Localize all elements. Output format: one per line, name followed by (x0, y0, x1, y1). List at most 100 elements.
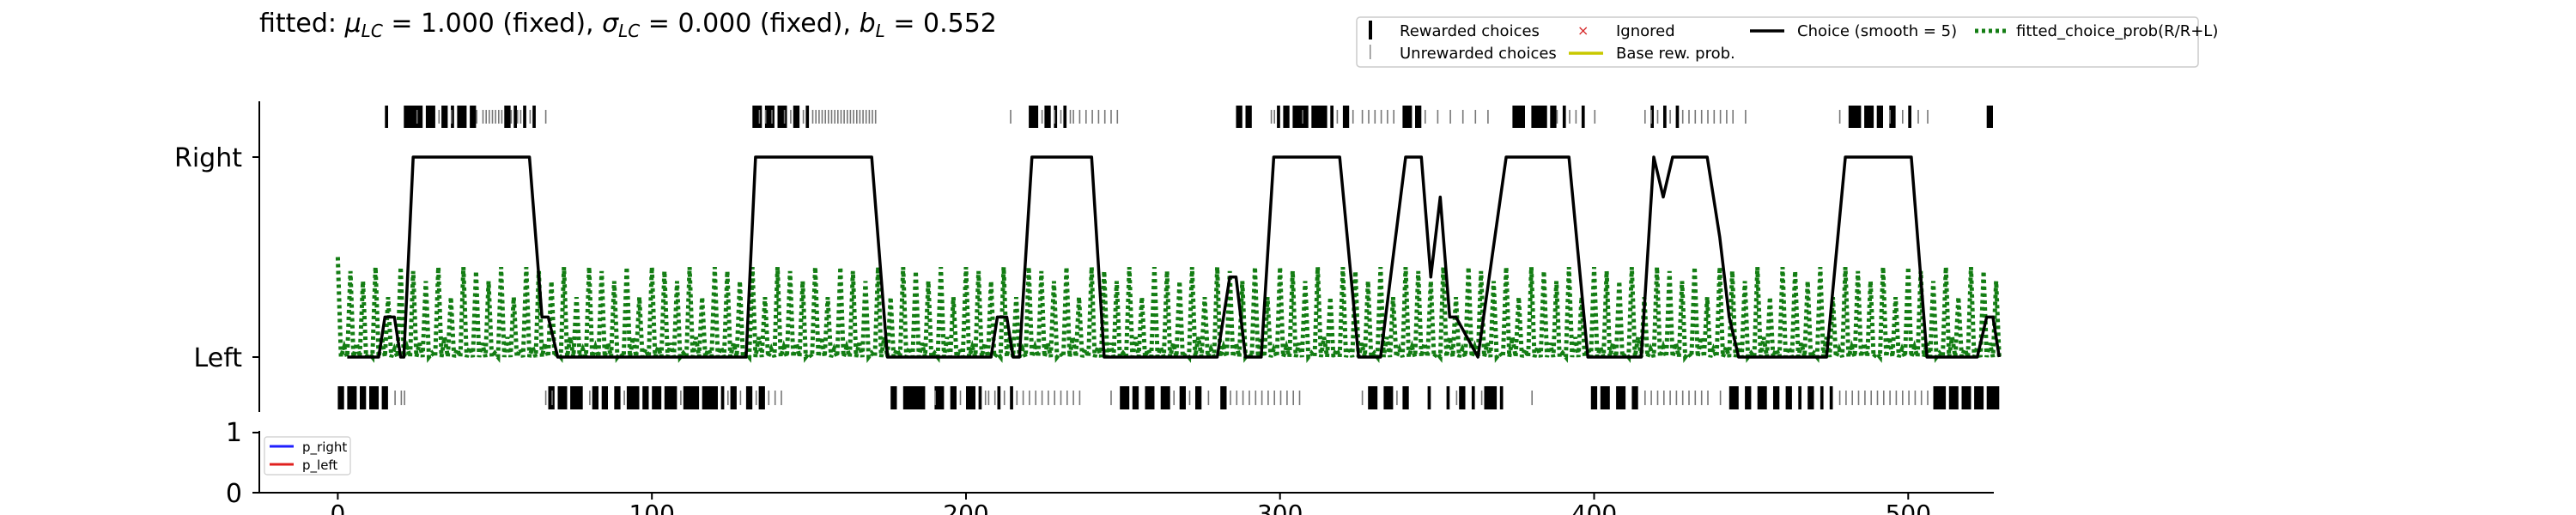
rewarded-left-tick (902, 386, 926, 409)
rewarded-left-tick (1948, 386, 1959, 409)
rewarded-right-tick (457, 106, 467, 128)
unrewarded-left-tick (1455, 391, 1458, 405)
unrewarded-left-tick (1022, 391, 1024, 405)
unrewarded-left-tick (1920, 391, 1923, 405)
rewarded-right-tick (1531, 106, 1547, 128)
unrewarded-right-tick (416, 110, 418, 124)
rewarded-right-tick (441, 106, 448, 128)
unrewarded-left-tick (781, 391, 782, 405)
unrewarded-left-tick (680, 391, 682, 405)
rewarded-left-tick (1179, 386, 1186, 409)
unrewarded-right-tick (1700, 110, 1703, 124)
unrewarded-left-tick (768, 391, 770, 405)
unrewarded-right-tick (1688, 110, 1690, 124)
rewarded-right-tick (1283, 106, 1290, 128)
unrewarded-right-tick (849, 110, 852, 124)
rewarded-right-tick (425, 106, 435, 128)
unrewarded-left-tick (1207, 391, 1210, 405)
rewarded-left-tick (730, 386, 737, 409)
unrewarded-right-tick (1707, 110, 1709, 124)
raster-right-choices (385, 106, 1993, 128)
unrewarded-left-tick (1066, 391, 1068, 405)
rewarded-right-tick (1876, 106, 1883, 128)
rewarded-left-tick (1631, 386, 1638, 409)
legend-p-right-label: p_right (302, 439, 347, 456)
rewarded-left-tick (601, 386, 608, 409)
rewarded-left-tick (1120, 386, 1130, 409)
unrewarded-left-tick (1173, 391, 1175, 405)
fitted-prob-line (335, 257, 2002, 364)
rewarded-right-tick (1663, 106, 1667, 128)
rewarded-left-tick (1773, 386, 1780, 409)
unrewarded-right-tick (865, 110, 867, 124)
legend-ignored-marker: × (1577, 22, 1589, 39)
unrewarded-left-tick (1480, 391, 1483, 405)
rewarded-right-tick (385, 106, 388, 128)
ytick-right-label: Right (174, 143, 242, 173)
rewarded-left-tick (1785, 386, 1792, 409)
legend-rewarded-marker (1369, 21, 1372, 39)
rewarded-right-tick (1650, 106, 1654, 128)
rewarded-right-tick (1581, 106, 1585, 128)
rewarded-right-tick (404, 106, 423, 128)
x-axis-ticks: 0 100 200 300 400 500 (330, 493, 1931, 515)
rewarded-left-tick (337, 386, 344, 409)
unrewarded-left-tick (1286, 391, 1288, 405)
legend-unrewarded-label: Unrewarded choices (1400, 45, 1557, 63)
unrewarded-left-tick (1298, 391, 1301, 405)
unrewarded-right-tick (1270, 110, 1273, 124)
rewarded-left-tick (1383, 386, 1394, 409)
unrewarded-left-tick (959, 391, 962, 405)
unrewarded-right-tick (495, 110, 496, 124)
rewarded-left-tick (978, 386, 982, 409)
legend-fitted-label: fitted_choice_prob(R/R+L) (2016, 22, 2218, 40)
unrewarded-left-tick (1255, 391, 1257, 405)
rewarded-left-tick (1820, 386, 1824, 409)
unrewarded-right-tick (510, 110, 513, 124)
unrewarded-left-tick (1908, 391, 1910, 405)
unrewarded-right-tick (828, 110, 829, 124)
unrewarded-right-tick (1719, 110, 1722, 124)
unrewarded-left-tick (1838, 391, 1841, 405)
x-tick-label: 300 (1257, 500, 1303, 515)
unrewarded-left-tick (623, 391, 625, 405)
unrewarded-right-tick (1072, 110, 1074, 124)
unrewarded-right-tick (853, 110, 854, 124)
unrewarded-left-tick (1681, 391, 1684, 405)
unrewarded-right-tick (1732, 110, 1734, 124)
rewarded-right-tick (1342, 106, 1350, 128)
unrewarded-right-tick (489, 110, 490, 124)
unrewarded-right-tick (758, 110, 761, 124)
unrewarded-right-tick (451, 110, 453, 124)
rewarded-left-tick (1798, 386, 1801, 409)
unrewarded-left-tick (1396, 391, 1398, 405)
rewarded-right-tick (470, 106, 477, 128)
unrewarded-right-tick (1054, 110, 1055, 124)
rewarded-right-tick (1277, 106, 1280, 128)
rewarded-right-tick (1908, 106, 1911, 128)
unrewarded-right-tick (811, 110, 814, 124)
unrewarded-right-tick (438, 110, 440, 124)
rewarded-left-tick (1427, 386, 1431, 409)
rewarded-left-tick (557, 386, 568, 409)
unrewarded-left-tick (1889, 391, 1891, 405)
unrewarded-right-tick (847, 110, 848, 124)
unrewarded-right-tick (1336, 110, 1339, 124)
rewarded-right-tick (1550, 106, 1557, 128)
unrewarded-right-tick (1569, 110, 1571, 124)
unrewarded-left-tick (1914, 391, 1917, 405)
unrewarded-right-tick (1302, 110, 1303, 124)
rewarded-right-tick (1864, 106, 1874, 128)
main-legend: Rewarded choices Unrewarded choices × Ig… (1356, 16, 2218, 68)
unrewarded-left-tick (1669, 391, 1671, 405)
unrewarded-right-tick (485, 110, 487, 124)
unrewarded-left-tick (1876, 391, 1879, 405)
rewarded-right-tick (1889, 106, 1896, 128)
unrewarded-left-tick (1675, 391, 1678, 405)
rewarded-left-tick (1368, 386, 1378, 409)
unrewarded-right-tick (1352, 110, 1354, 124)
unrewarded-left-tick (1072, 391, 1074, 405)
unrewarded-right-tick (529, 110, 532, 124)
unrewarded-right-tick (519, 110, 522, 124)
rewarded-right-tick (805, 106, 810, 128)
